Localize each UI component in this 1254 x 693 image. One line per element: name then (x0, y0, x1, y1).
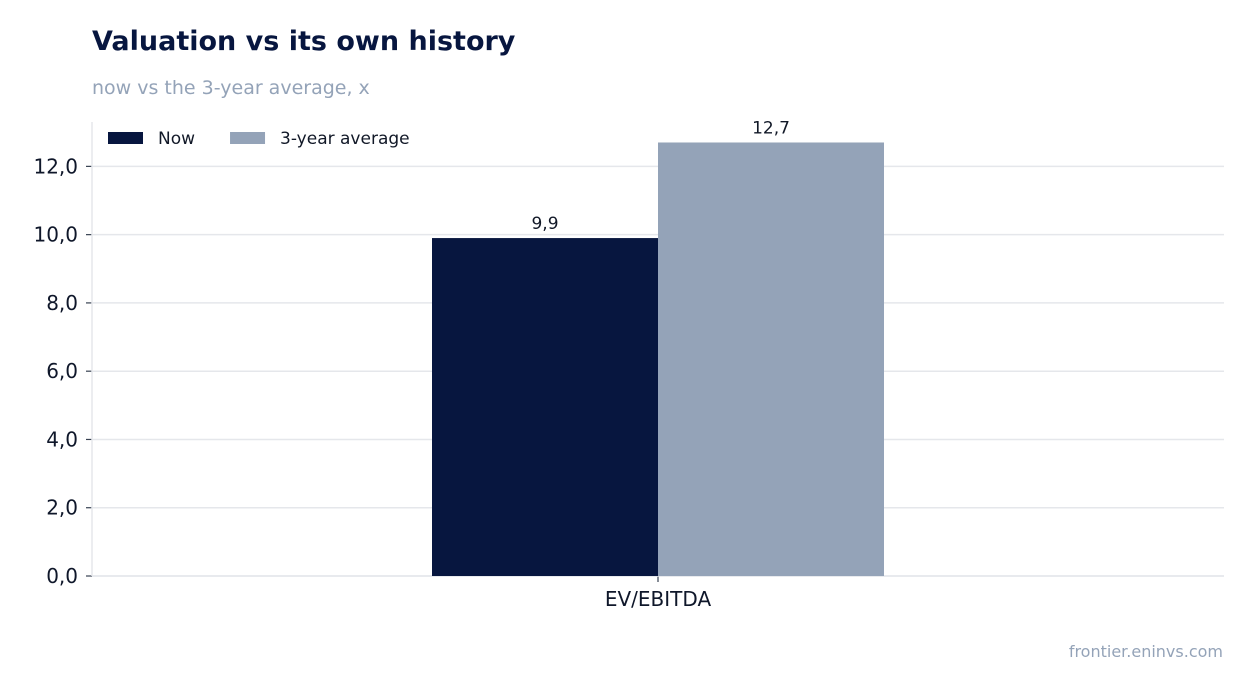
y-tick-label: 8,0 (46, 291, 78, 315)
y-tick-label: 4,0 (46, 427, 78, 451)
x-tick-label: EV/EBITDA (605, 587, 712, 611)
chart-subtitle: now vs the 3-year average, x (92, 77, 370, 99)
y-tick-label: 6,0 (46, 359, 78, 383)
legend-label: Now (158, 129, 195, 149)
y-tick-label: 12,0 (33, 154, 78, 178)
legend: Now 3-year average (108, 129, 410, 149)
y-tick-label: 10,0 (33, 223, 78, 247)
legend-swatch (108, 132, 143, 144)
data-label: 12,7 (752, 118, 790, 138)
bars: 9,9 12,7 (432, 118, 884, 576)
bar (432, 238, 658, 576)
y-tick-label: 2,0 (46, 496, 78, 520)
data-label: 9,9 (531, 214, 558, 234)
y-tick-label: 0,0 (46, 564, 78, 588)
source-credit: frontier.eninvs.com (1068, 642, 1223, 661)
legend-label: 3-year average (280, 129, 410, 149)
legend-swatch (230, 132, 266, 144)
chart-title: Valuation vs its own history (92, 26, 516, 57)
bar (658, 142, 884, 576)
